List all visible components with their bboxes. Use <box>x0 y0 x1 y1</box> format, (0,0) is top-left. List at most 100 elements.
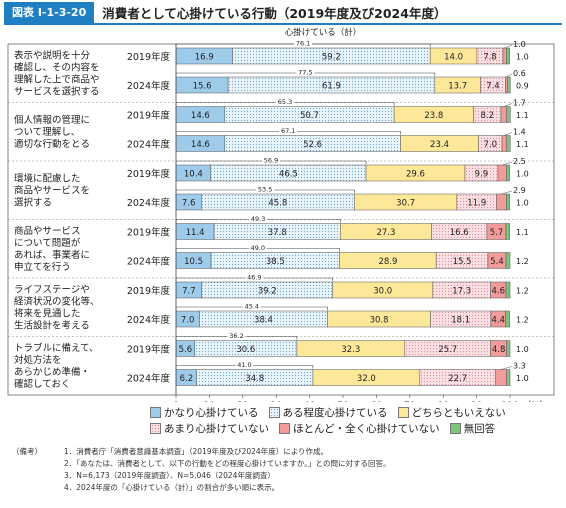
year-label: 2019年度 <box>127 110 171 122</box>
x-tick-label: 10 <box>204 401 216 402</box>
data-label: 23.4 <box>430 140 449 150</box>
legend-swatch <box>150 406 161 418</box>
year-label: 2024年度 <box>127 314 171 326</box>
data-label: 59.2 <box>322 53 341 63</box>
data-label: 5.4 <box>490 257 504 267</box>
bar-segment <box>495 369 507 386</box>
legend-item: ある程度心掛けている <box>268 404 388 420</box>
year-label: 2024年度 <box>127 256 171 268</box>
bar-segment <box>505 252 511 269</box>
total-label: 49.3 <box>251 215 265 223</box>
data-label: 29.6 <box>406 170 425 180</box>
data-label-noanswer: 0.9 <box>516 82 529 91</box>
bar-segment <box>506 193 510 211</box>
total-label-bg <box>294 40 313 47</box>
category-label-line: あれば、事業者に <box>14 249 90 261</box>
data-label: 10.5 <box>184 257 203 267</box>
data-label: 16.9 <box>195 53 214 63</box>
data-label-noanswer: 1.2 <box>516 257 529 266</box>
data-label: 15.6 <box>193 82 212 92</box>
category-label-line: 確認しておく <box>14 378 70 390</box>
data-label: 37.8 <box>268 228 287 238</box>
data-label: 28.9 <box>378 257 397 267</box>
stacked-bar-chart: 心掛けている（計） 表示や説明を十分確認し、その内容を理解した上で商品やサービスを… <box>7 27 555 402</box>
category-label-line: トラブルに備えて、 <box>14 342 99 354</box>
data-label: 18.1 <box>451 316 470 326</box>
bar-segment <box>501 135 507 152</box>
data-label: 11.4 <box>186 228 205 238</box>
data-label: 14.6 <box>191 140 210 150</box>
data-label: 17.3 <box>452 287 471 297</box>
legend-swatch <box>279 422 290 434</box>
category-label-line: 商品やサービスを <box>14 184 90 196</box>
category-label-line: ついて理解し、 <box>14 126 80 138</box>
year-label: 2019年度 <box>127 168 171 180</box>
data-label: 13.7 <box>448 82 467 92</box>
data-label-noanswer: 1.0 <box>516 53 529 62</box>
figure-label: 図表 I-1-3-20 <box>4 2 95 23</box>
figure-title: 消費者として心掛けている行動（2019年度及び2024年度） <box>102 6 447 21</box>
legend-label: どちらともいえない <box>411 406 506 419</box>
x-tick-label: 40 <box>304 401 316 402</box>
note-row: 3．N=6,173（2019年度調査）、N=5,046（2024年度調査） <box>12 470 562 482</box>
data-label: 22.7 <box>448 374 467 384</box>
bar-segment <box>506 135 511 152</box>
data-label: 30.6 <box>236 345 255 355</box>
data-label: 7.7 <box>182 287 196 297</box>
category-label-line: 選択する <box>14 196 52 208</box>
bar-segment <box>500 106 507 123</box>
year-label: 2024年度 <box>127 139 171 151</box>
data-label: 8.2 <box>481 111 495 121</box>
data-label: 11.9 <box>467 199 486 209</box>
category-label-line: 環境に配慮した <box>14 172 81 184</box>
data-label: 14.0 <box>444 53 463 63</box>
leader-line <box>501 366 513 370</box>
bar-segment <box>506 106 511 123</box>
category-label-line: サービスを選択する <box>14 85 100 97</box>
x-unit-label: （%） <box>522 400 549 402</box>
data-label: 61.9 <box>322 82 341 92</box>
leader-line <box>502 161 513 166</box>
x-tick-label: 100 <box>501 401 518 402</box>
data-label: 50.7 <box>300 111 319 121</box>
data-label: 4.4 <box>492 316 506 326</box>
data-label: 32.0 <box>357 374 376 384</box>
total-label: 41.0 <box>237 361 251 369</box>
category-label-line: 個人情報の管理に <box>14 114 90 126</box>
total-label-bg <box>245 274 264 281</box>
leader-line <box>503 103 513 107</box>
chart-legend: かなり心掛けている ある程度心掛けている どちらともいえない あまり心掛けていない ほと… <box>150 404 550 436</box>
data-label: 16.6 <box>450 228 469 238</box>
data-label: 32.3 <box>341 345 360 355</box>
bar-segment <box>505 310 510 328</box>
notes-head: （備考） <box>12 447 42 456</box>
category-label-line: ライフステージや <box>14 284 90 295</box>
year-label: 2024年度 <box>127 373 171 385</box>
category-label-line: 表示や説明を十分 <box>14 49 91 61</box>
x-tick-label: 0 <box>173 401 179 402</box>
data-label: 7.4 <box>486 82 500 92</box>
year-label: 2024年度 <box>127 197 171 209</box>
total-label: 76.1 <box>296 40 310 48</box>
figure-header: 図表 I-1-3-20 消費者として心掛けている行動（2019年度及び2024年… <box>4 2 562 25</box>
legend-label: 無回答 <box>463 422 496 435</box>
category-label-line: あらかじめ準備・ <box>14 366 90 378</box>
total-label: 46.9 <box>247 274 261 282</box>
total-label: 56.9 <box>264 157 278 165</box>
year-label: 2019年度 <box>127 51 171 63</box>
data-label: 23.8 <box>424 111 443 121</box>
data-label-noanswer: 1.0 <box>516 170 529 179</box>
legend-swatch <box>397 406 409 418</box>
data-label: 45.8 <box>268 199 287 209</box>
total-label: 53.5 <box>258 186 272 194</box>
total-label-bg <box>276 98 295 106</box>
bar-segment <box>506 340 511 357</box>
legend-swatch <box>449 422 461 434</box>
data-label: 15.5 <box>453 257 472 267</box>
data-label-noanswer: 1.0 <box>516 345 529 354</box>
data-label: 6.2 <box>180 374 194 384</box>
total-label-bg <box>256 186 275 193</box>
note-item-4: 4．2024年度の「心掛けている（計）」の割合が多い順に表示。 <box>64 483 280 492</box>
category-label-line: 将来を見通した <box>14 308 81 319</box>
total-label-bg <box>242 303 261 310</box>
